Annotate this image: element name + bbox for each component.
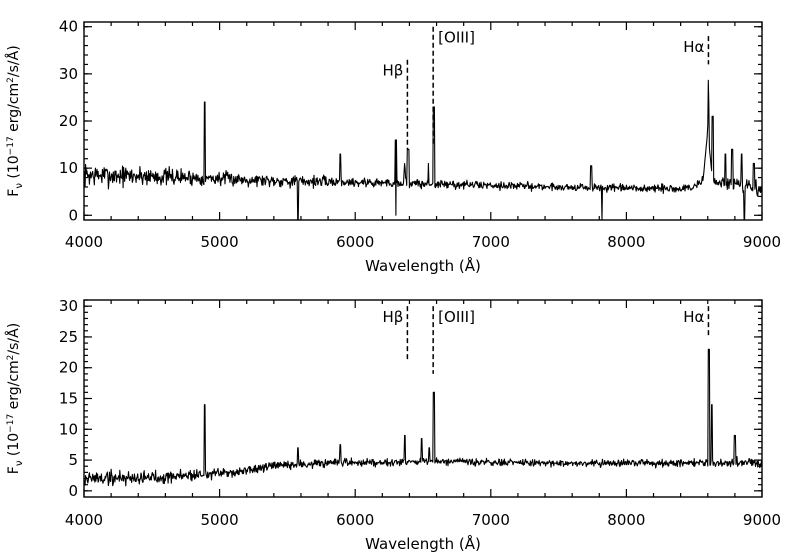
x-tick-label: 9000 [743, 233, 781, 251]
x-axis-label: Wavelength (Å) [365, 256, 481, 275]
y-tick-label: 10 [59, 420, 78, 438]
y-tick-label: 10 [59, 159, 78, 177]
x-tick-label: 4000 [65, 511, 103, 529]
x-axis-label: Wavelength (Å) [365, 534, 481, 553]
spectrum-panel-1: 4000 5000 6000 7000 8000 9000 0 10 20 30 40 Wavelen… [5, 18, 781, 275]
spectrum-line [83, 79, 763, 221]
x-tick-label: 8000 [607, 511, 645, 529]
y-tick-label: 15 [59, 390, 78, 408]
line-marker-label: [OIII] [438, 308, 475, 326]
x-tick-label: 6000 [336, 233, 374, 251]
plot-frame [83, 299, 763, 498]
line-marker-label: [OIII] [438, 29, 475, 47]
x-tick-label: 8000 [607, 233, 645, 251]
y-tick-label: 25 [59, 328, 78, 346]
x-tick-label: 9000 [743, 511, 781, 529]
line-marker-label: Hα [683, 308, 704, 326]
x-tick-label: 5000 [201, 233, 239, 251]
x-tick-label: 4000 [65, 233, 103, 251]
plot-frame [83, 21, 763, 221]
y-axis-label: Fν (10−17 erg/cm2/s/Å) [5, 323, 25, 474]
y-tick-label: 30 [59, 297, 78, 315]
x-tick-label: 7000 [472, 233, 510, 251]
x-tick-label: 6000 [336, 511, 374, 529]
x-tick-label: 5000 [201, 511, 239, 529]
y-tick-label: 20 [59, 112, 78, 130]
spectrum-panel-2: 4000 5000 6000 7000 8000 9000 0 5 10 15 20 25 30 Wave… [5, 297, 781, 553]
y-tick-label: 20 [59, 359, 78, 377]
x-tick-label: 7000 [472, 511, 510, 529]
line-marker-label: Hβ [383, 308, 404, 326]
y-tick-label: 0 [68, 482, 78, 500]
line-marker-label: Hβ [383, 62, 404, 80]
y-axis-label: Fν (10−17 erg/cm2/s/Å) [5, 45, 25, 196]
spectrum-line [83, 348, 763, 487]
y-tick-label: 5 [68, 451, 78, 469]
y-tick-label: 0 [68, 206, 78, 224]
line-marker-label: Hα [683, 38, 704, 56]
y-tick-label: 30 [59, 65, 78, 83]
y-tick-label: 40 [59, 18, 78, 36]
